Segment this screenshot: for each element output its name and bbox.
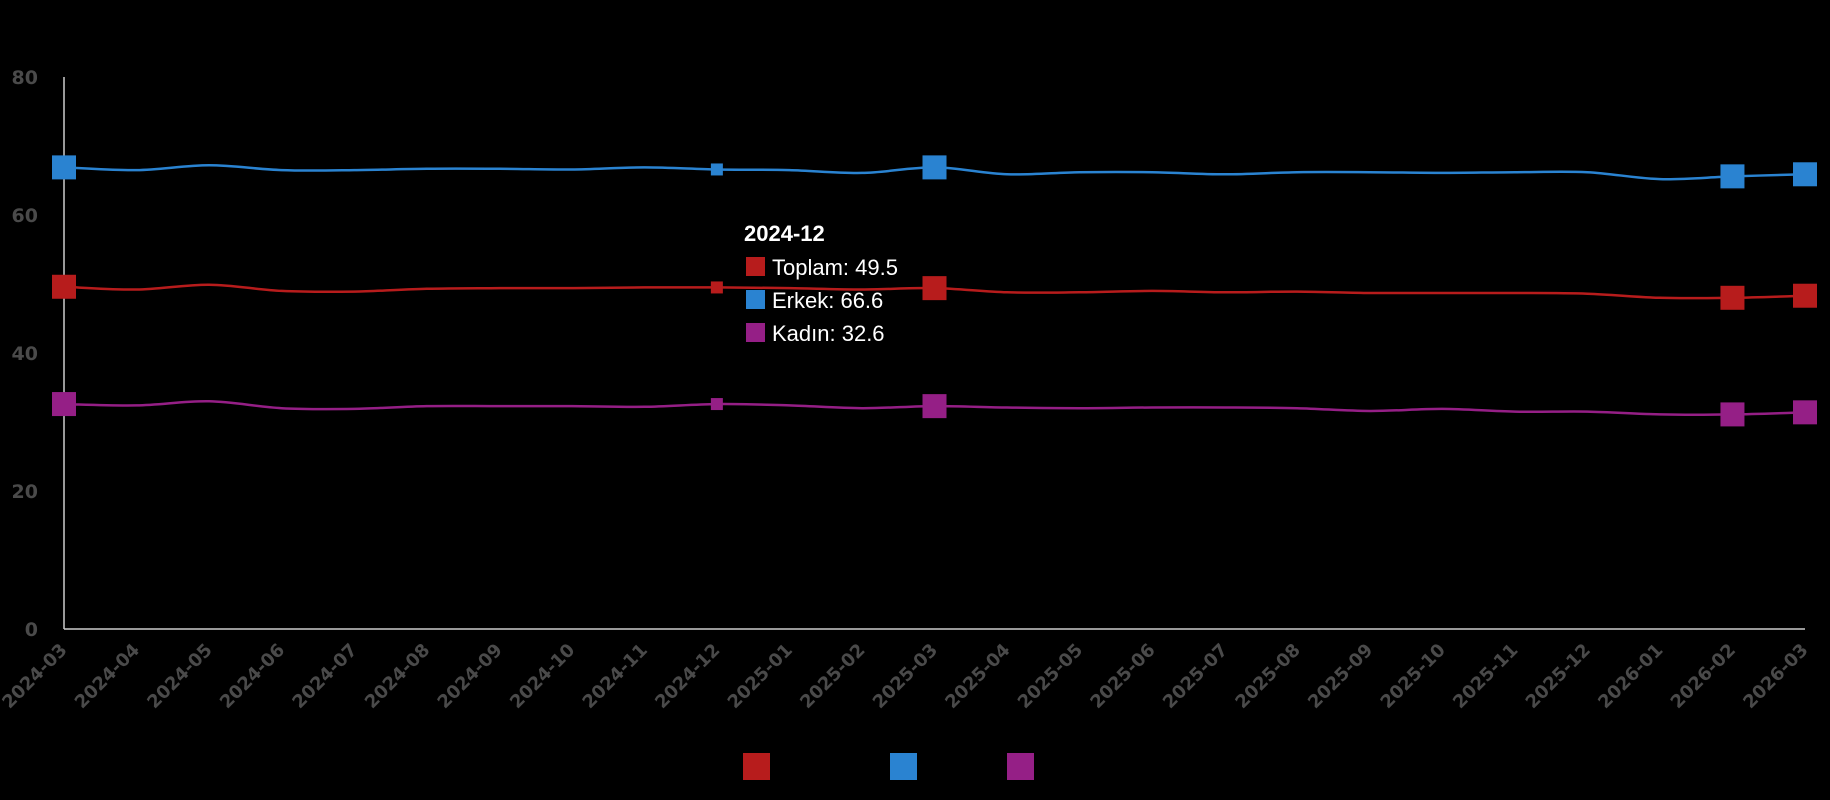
x-tick-label: 2024-05 <box>143 640 216 713</box>
data-point-marker <box>710 163 723 176</box>
tooltip-line: Erkek: 66.6 <box>772 288 883 313</box>
data-point-marker <box>1793 162 1817 187</box>
data-point-marker <box>922 394 947 419</box>
tooltip-lines: Toplam: 49.5 Erkek: 66.6 Kadın: 32.6 <box>746 255 898 346</box>
legend-swatch[interactable] <box>890 753 917 780</box>
y-tick-label: 0 <box>25 619 38 641</box>
x-tick-label: 2025-03 <box>869 640 942 713</box>
x-tick-label: 2025-07 <box>1159 640 1232 713</box>
data-point-marker <box>710 398 723 411</box>
x-tick-label: 2024-12 <box>651 640 724 713</box>
x-tick-label: 2024-06 <box>216 640 289 713</box>
tooltip: 2024-12 Toplam: 49.5 Erkek: 66.6 Kadın: 32… <box>744 221 898 346</box>
data-point-marker <box>1720 164 1745 189</box>
data-point-marker <box>52 392 76 417</box>
x-tick-label: 2026-02 <box>1667 640 1740 713</box>
y-tick-label: 80 <box>12 67 38 89</box>
y-tick-label: 60 <box>12 205 38 227</box>
data-point-marker <box>922 276 947 301</box>
tooltip-swatch <box>746 290 765 309</box>
x-axis-ticks: 2024-03 2024-04 2024-05 2024-06 2024-07 2024-… <box>0 640 1813 713</box>
data-point-marker <box>52 155 76 180</box>
x-tick-label: 2025-05 <box>1014 640 1087 713</box>
x-tick-label: 2025-08 <box>1231 640 1304 713</box>
tooltip-swatch <box>746 323 765 342</box>
x-tick-label: 2024-03 <box>0 640 72 713</box>
series-markers <box>52 155 1817 427</box>
x-tick-label: 2024-04 <box>71 640 144 713</box>
x-tick-label: 2026-03 <box>1739 640 1812 713</box>
legend-swatch[interactable] <box>1007 753 1034 780</box>
x-tick-label: 2024-09 <box>434 640 507 713</box>
data-point-marker <box>1793 400 1817 425</box>
tooltip-line: Toplam: 49.5 <box>772 255 898 280</box>
legend-swatch[interactable] <box>743 753 770 780</box>
x-tick-label: 2024-07 <box>288 640 361 713</box>
tooltip-swatch <box>746 257 765 276</box>
x-tick-label: 2025-06 <box>1086 640 1159 713</box>
y-tick-label: 20 <box>12 481 38 503</box>
x-tick-label: 2024-10 <box>506 640 579 713</box>
legend[interactable] <box>743 753 1034 780</box>
x-tick-label: 2026-01 <box>1594 640 1667 713</box>
x-tick-label: 2024-11 <box>579 640 652 713</box>
data-point-marker <box>922 155 947 180</box>
tooltip-title: 2024-12 <box>744 221 825 246</box>
data-point-marker <box>1720 285 1745 310</box>
x-tick-label: 2025-01 <box>724 640 797 713</box>
x-tick-label: 2025-02 <box>796 640 869 713</box>
x-tick-label: 2025-10 <box>1377 640 1450 713</box>
data-point-marker <box>52 274 76 299</box>
x-tick-label: 2025-12 <box>1522 640 1595 713</box>
x-tick-label: 2025-09 <box>1304 640 1377 713</box>
x-tick-label: 2024-08 <box>361 640 434 713</box>
data-point-marker <box>1720 402 1745 427</box>
y-axis-ticks: 0 20 40 60 80 <box>12 67 38 641</box>
data-point-marker <box>710 281 723 294</box>
tooltip-line: Kadın: 32.6 <box>772 321 885 346</box>
x-tick-label: 2025-11 <box>1449 640 1522 713</box>
x-tick-label: 2025-04 <box>941 640 1014 713</box>
data-point-marker <box>1793 283 1817 308</box>
y-tick-label: 40 <box>12 343 38 365</box>
